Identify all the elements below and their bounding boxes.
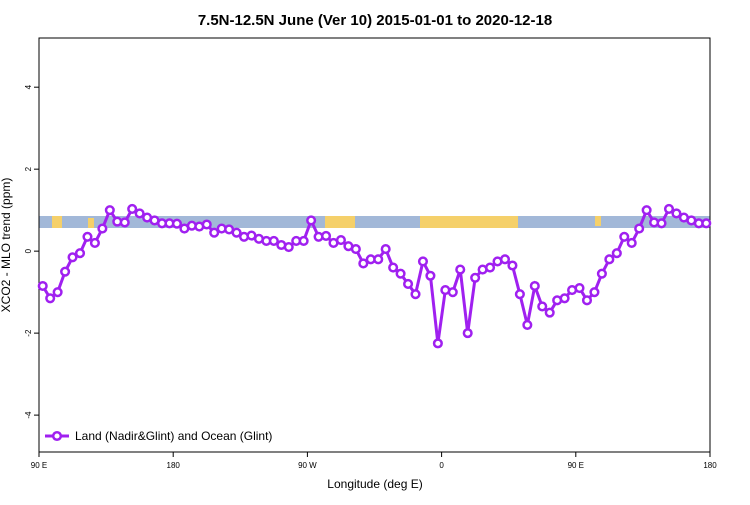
data-point [350, 244, 361, 255]
data-point [671, 208, 682, 219]
data-point [417, 256, 429, 267]
data-point [171, 218, 182, 229]
data-point [485, 262, 496, 273]
data-point [656, 218, 667, 229]
data-point [514, 289, 525, 300]
data-point [455, 264, 466, 275]
data-point [522, 319, 533, 330]
data-point [574, 282, 585, 294]
data-point [37, 280, 48, 292]
data-point [581, 295, 593, 306]
x-tick-label: 90 E [568, 461, 584, 470]
land-patch [595, 216, 601, 226]
data-point [60, 266, 71, 277]
data-point [641, 205, 652, 216]
data-point [358, 258, 369, 269]
data-point [663, 203, 675, 214]
legend-marker [51, 430, 63, 442]
y-tick-label: 2 [24, 166, 33, 171]
data-point [559, 293, 570, 304]
data-point [298, 235, 309, 246]
land-patch [88, 218, 94, 228]
y-tick-label: 0 [24, 248, 33, 253]
legend-label: Land (Nadir&Glint) and Ocean (Glint) [75, 429, 272, 443]
data-point [268, 235, 279, 246]
data-point [604, 254, 615, 265]
data-point [447, 287, 458, 298]
data-point [89, 237, 100, 249]
data-point [470, 272, 481, 283]
data-point [388, 262, 399, 273]
x-tick-label: 0 [439, 461, 444, 470]
x-axis-label: Longitude (deg E) [327, 477, 422, 491]
data-point [596, 268, 607, 279]
data-point [403, 278, 414, 289]
series-line [41, 206, 707, 344]
data-point [395, 268, 406, 279]
data-point [134, 208, 145, 219]
data-point [67, 252, 78, 263]
data-point [52, 287, 63, 298]
data-point [306, 215, 317, 226]
data-point [589, 287, 600, 298]
data-point [425, 270, 436, 281]
data-point [209, 227, 220, 238]
data-point [462, 328, 473, 339]
y-tick-label: -4 [24, 411, 33, 419]
plot-frame [38, 37, 711, 453]
data-point [537, 301, 548, 312]
data-point [231, 227, 242, 238]
land-patch [420, 216, 518, 228]
data-point [283, 241, 294, 253]
data-point [410, 289, 421, 300]
y-axis-label: XCO2 - MLO trend (ppm) [0, 178, 13, 313]
land-patch [52, 216, 62, 228]
data-point [499, 254, 511, 265]
x-tick-label: 180 [167, 461, 181, 470]
data-point [119, 217, 130, 228]
data-point [373, 254, 384, 265]
data-point [529, 280, 540, 292]
data-point [507, 260, 518, 271]
data-point [74, 248, 86, 259]
data-point [320, 230, 332, 242]
data-point [45, 293, 56, 304]
x-tick-label: 90 E [31, 461, 47, 470]
data-point [634, 223, 645, 234]
data-point [626, 237, 637, 249]
data-point [335, 235, 347, 246]
data-point [127, 203, 138, 214]
data-point [97, 223, 108, 234]
data-point [619, 231, 630, 242]
data-point [380, 244, 391, 255]
y-tick-label: 4 [24, 84, 33, 89]
data-point [701, 218, 712, 229]
data-point [82, 231, 93, 242]
chart-title: 7.5N-12.5N June (Ver 10) 2015-01-01 to 2… [198, 12, 552, 29]
land-patch [325, 216, 355, 228]
x-tick-label: 180 [703, 461, 717, 470]
data-point [201, 219, 212, 230]
data-point [432, 338, 443, 349]
x-tick-label: 90 W [298, 461, 317, 470]
data-point [104, 205, 115, 216]
y-tick-label: -2 [24, 329, 33, 337]
data-point [611, 248, 622, 259]
data-point [544, 307, 555, 318]
